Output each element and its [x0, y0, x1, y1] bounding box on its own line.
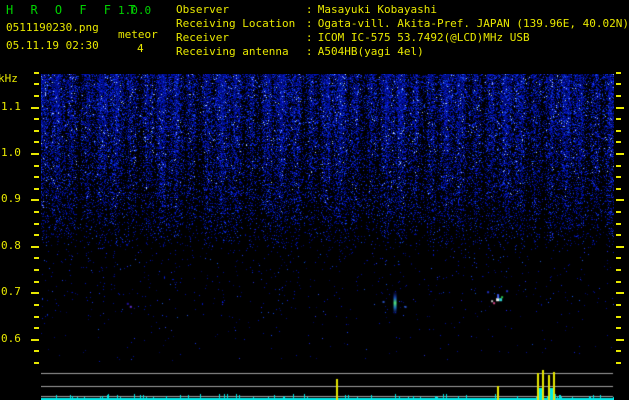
date-time-label: 05.11.19 02:30 — [6, 39, 99, 52]
y-tick-label: 0.8 — [1, 238, 21, 252]
y-tick-major — [616, 199, 624, 202]
y-tick-minor — [616, 118, 621, 121]
y-tick-major — [616, 292, 624, 295]
y-tick-minor — [34, 234, 39, 237]
y-tick-label: 0.6 — [1, 331, 21, 345]
meta-value-receiving-location: Ogata-vill. Akita-Pref. JAPAN (139.96E, … — [317, 17, 629, 30]
meta-colon: : — [305, 45, 313, 58]
y-tick-minor — [34, 118, 39, 121]
y-tick-minor — [616, 269, 621, 272]
y-tick-minor — [616, 94, 621, 97]
y-tick-minor — [616, 327, 621, 330]
y-tick-major — [31, 338, 39, 341]
y-tick-minor — [616, 141, 621, 144]
meta-colon: : — [305, 3, 313, 16]
y-tick-minor — [34, 362, 39, 364]
y-tick-label: 1.1 — [1, 99, 21, 113]
y-tick-minor — [616, 315, 621, 318]
y-tick-minor — [34, 141, 39, 144]
y-tick-minor — [616, 234, 621, 237]
amplitude-panel — [41, 364, 614, 400]
y-tick-minor — [616, 187, 621, 190]
y-tick-minor — [34, 129, 39, 132]
y-tick-minor — [34, 303, 39, 306]
y-tick-minor — [616, 362, 621, 364]
y-tick-minor — [34, 211, 39, 214]
meta-key-receiver: Receiver — [176, 31, 229, 44]
y-tick-major — [616, 152, 624, 155]
table-row: Receiver : ICOM IC-575 53.7492(@LCD)MHz … — [176, 31, 629, 45]
y-tick-major — [616, 245, 624, 248]
y-tick-minor — [34, 176, 39, 179]
header-bar: H R O F F T 1.0.0 0511190230.png 05.11.1… — [0, 0, 629, 68]
event-kind-label: meteor — [118, 28, 158, 41]
observation-metadata-table: Observer : Masayuki Kobayashi Receiving … — [176, 3, 629, 59]
y-tick-label: 1.0 — [1, 145, 21, 159]
y-tick-major — [31, 199, 39, 202]
spectrogram-canvas — [41, 74, 614, 362]
y-tick-major — [616, 106, 624, 109]
y-tick-major — [31, 152, 39, 155]
meta-value-receiving-antenna: A504HB(yagi 4el) — [317, 45, 424, 58]
y-tick-major — [31, 106, 39, 109]
y-tick-minor — [34, 71, 39, 74]
y-tick-minor — [34, 280, 39, 283]
y-tick-major — [31, 292, 39, 295]
table-row: Receiving Location : Ogata-vill. Akita-P… — [176, 17, 629, 31]
meta-value-receiver: ICOM IC-575 53.7492(@LCD)MHz USB — [317, 31, 530, 44]
y-axis-unit-label: kHz — [0, 72, 18, 85]
table-row: Receiving antenna : A504HB(yagi 4el) — [176, 45, 629, 59]
meta-key-receiving-antenna: Receiving antenna — [176, 45, 289, 58]
spectrogram-image — [41, 74, 614, 362]
y-tick-major — [31, 245, 39, 248]
y-tick-label: 0.9 — [1, 192, 21, 206]
y-tick-label: 0.7 — [1, 285, 21, 299]
y-tick-minor — [34, 222, 39, 225]
spectrogram-plot: kHz 1.11.00.90.80.70.6 02310232023302340… — [0, 68, 629, 400]
y-tick-minor — [34, 269, 39, 272]
table-row: Observer : Masayuki Kobayashi — [176, 3, 629, 17]
y-tick-major — [616, 338, 624, 341]
y-tick-minor — [616, 222, 621, 225]
y-tick-minor — [616, 164, 621, 167]
y-tick-minor — [616, 257, 621, 260]
meta-colon: : — [305, 17, 313, 30]
y-tick-minor — [616, 303, 621, 306]
y-tick-minor — [34, 257, 39, 260]
meta-key-receiving-location: Receiving Location — [176, 17, 296, 30]
y-tick-minor — [34, 327, 39, 330]
amplitude-canvas — [41, 364, 614, 400]
meta-key-observer: Observer — [176, 3, 229, 16]
y-tick-minor — [616, 176, 621, 179]
y-tick-minor — [616, 350, 621, 353]
file-name-label: 0511190230.png — [6, 21, 99, 34]
event-count-label: 4 — [137, 42, 144, 55]
y-tick-minor — [616, 211, 621, 214]
y-tick-minor — [34, 187, 39, 190]
y-tick-minor — [616, 71, 621, 74]
meta-value-observer: Masayuki Kobayashi — [317, 3, 437, 16]
meta-colon: : — [305, 31, 313, 44]
y-tick-minor — [616, 280, 621, 283]
y-tick-minor — [34, 94, 39, 97]
y-tick-minor — [34, 315, 39, 318]
y-tick-minor — [34, 164, 39, 167]
y-tick-minor — [616, 83, 621, 86]
y-tick-minor — [34, 350, 39, 353]
app-version: 1.0.0 — [118, 4, 152, 17]
y-tick-minor — [616, 129, 621, 132]
y-tick-minor — [34, 83, 39, 86]
app-title: H R O F F T — [6, 3, 141, 17]
